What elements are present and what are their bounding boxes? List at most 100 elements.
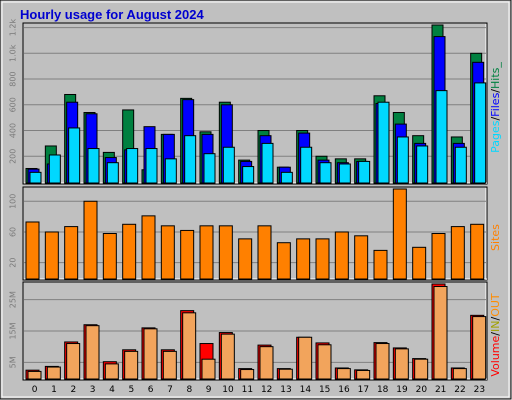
x-tick-label: 21 <box>435 385 446 395</box>
pages-bar <box>377 101 390 184</box>
pages-bar <box>222 146 235 184</box>
legend-pages-files-hits: Pages/Files/Hits_ <box>489 62 502 153</box>
x-tick-label: 9 <box>206 385 212 395</box>
ytick-label: 600 <box>9 97 18 112</box>
volume-out-bar <box>162 350 177 380</box>
pages-bar <box>396 136 409 184</box>
volume-out-bar <box>394 348 409 380</box>
legend-hits: Hits_ <box>489 62 502 89</box>
x-tick-label: 14 <box>300 385 312 395</box>
x-tick-label: 5 <box>128 385 134 395</box>
legend-sep: / <box>489 317 502 321</box>
sites-bar <box>83 200 98 280</box>
x-tick-label: 19 <box>396 385 408 395</box>
pages-bar <box>416 145 429 184</box>
sites-bar <box>180 229 195 280</box>
x-tick-label: 2 <box>70 385 76 395</box>
x-tick-label: 12 <box>261 385 272 395</box>
volume-out-bar <box>201 358 216 380</box>
volume-out-bar <box>317 344 332 380</box>
ytick-label: 200 <box>9 149 18 164</box>
pages-bar <box>126 148 139 184</box>
volume-out-bar <box>452 368 467 380</box>
pages-bar <box>338 163 351 184</box>
pages-bar <box>29 171 42 184</box>
pages-bar <box>300 146 313 184</box>
volume-out-bar <box>124 350 139 380</box>
volume-out-bar <box>356 369 371 380</box>
sites-bar <box>199 225 214 280</box>
pages-bar <box>358 160 371 184</box>
sites-bar <box>64 226 79 280</box>
legend-out: OUT <box>489 293 502 317</box>
sites-bar <box>257 225 272 280</box>
panel-1-area <box>22 22 488 185</box>
x-tick-label: 4 <box>109 385 115 395</box>
sites-bar <box>450 226 465 280</box>
sites-bar <box>470 223 485 280</box>
ytick-label: 400 <box>9 123 18 138</box>
x-tick-label: 13 <box>280 385 291 395</box>
pages-bar <box>68 127 81 184</box>
volume-out-bar <box>472 316 487 380</box>
volume-out-bar <box>375 343 390 380</box>
sites-bar <box>412 246 427 280</box>
sites-bar <box>315 238 330 280</box>
sites-bar <box>238 238 253 280</box>
volume-out-bar <box>433 286 448 380</box>
pages-bar <box>145 148 158 184</box>
ytick-label: 5M <box>9 356 18 368</box>
x-tick-label: 23 <box>474 385 485 395</box>
x-tick-label: 1 <box>51 385 57 395</box>
sites-bar <box>354 235 369 280</box>
volume-out-bar <box>220 333 235 380</box>
pages-bar <box>87 148 100 184</box>
pages-bar <box>454 146 467 184</box>
legend-sites-block: Sites <box>489 224 502 251</box>
ytick-label: 1.2k <box>9 19 18 37</box>
chart-title: Hourly usage for August 2024 <box>20 7 204 22</box>
legend-files: Files <box>489 92 502 116</box>
ytick-label: 20 <box>9 258 18 268</box>
legend-in: IN <box>489 321 502 332</box>
sites-bar <box>25 221 40 280</box>
sites-bar <box>392 188 407 280</box>
sites-bar <box>141 215 156 280</box>
legend-volume-block: Volume/IN/OUT <box>489 293 502 377</box>
pages-bar <box>164 158 177 184</box>
pages-bar <box>106 162 119 184</box>
volume-out-bar <box>46 366 61 380</box>
pages-bar <box>261 142 274 184</box>
legend-pages: Pages <box>489 120 502 153</box>
volume-out-bar <box>278 368 293 380</box>
sites-bar <box>431 233 446 280</box>
ytick-label: 15M <box>9 322 18 339</box>
x-tick-label: 20 <box>416 385 428 395</box>
legend-sep: / <box>489 332 502 336</box>
pages-bar <box>242 166 255 184</box>
volume-out-bar <box>240 369 255 380</box>
x-tick-label: 11 <box>242 385 253 395</box>
x-tick-label: 17 <box>358 385 369 395</box>
x-tick-label: 3 <box>90 385 96 395</box>
legend-sep: / <box>489 89 502 93</box>
volume-out-bar <box>104 363 119 380</box>
pages-bar <box>280 171 293 184</box>
x-tick-label: 15 <box>319 385 330 395</box>
pages-bar <box>474 82 487 184</box>
sites-bar <box>296 238 311 280</box>
volume-out-bar <box>259 346 274 380</box>
volume-out-bar <box>336 368 351 380</box>
pages-bar <box>48 154 61 184</box>
ytick-label: 800 <box>9 71 18 86</box>
x-tick-label: 18 <box>377 385 389 395</box>
sites-bar <box>334 231 349 280</box>
x-tick-label: 10 <box>222 385 234 395</box>
ytick-label: 1.0k <box>9 44 18 62</box>
x-tick-label: 0 <box>32 385 38 395</box>
sites-bar <box>44 231 59 280</box>
sites-bar <box>373 249 388 280</box>
x-tick-label: 7 <box>167 385 173 395</box>
